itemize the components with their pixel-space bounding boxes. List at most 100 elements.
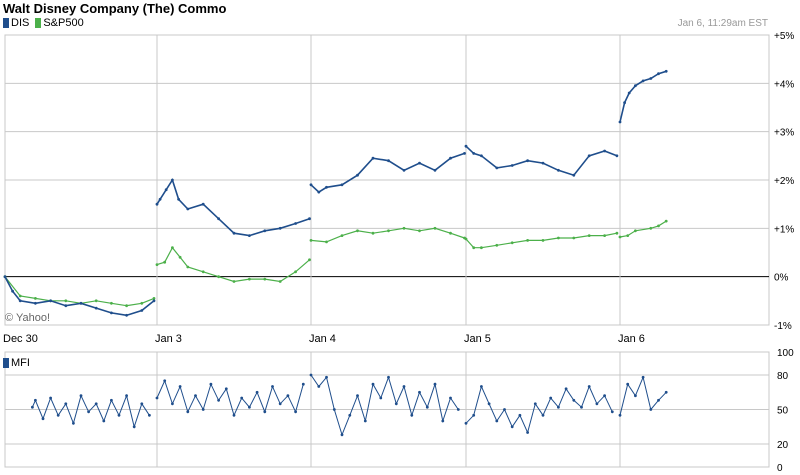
mfi-line-point xyxy=(348,413,352,417)
sp500-line-point xyxy=(18,294,22,298)
mfi-line-point xyxy=(480,385,483,388)
sp500-line-point xyxy=(64,299,68,303)
sp500-line-point xyxy=(371,231,375,235)
mfi-line-point xyxy=(317,385,321,388)
dis-line-point xyxy=(387,159,390,163)
sp500-line-point xyxy=(526,239,529,242)
mfi-line-point xyxy=(626,382,630,386)
mfi-line-point xyxy=(533,402,537,406)
mfi-line-point xyxy=(117,413,121,417)
mfi-line-point xyxy=(178,385,182,388)
dis-line-point xyxy=(79,301,83,305)
mfi-line-point xyxy=(263,410,267,414)
dis-line-point xyxy=(3,275,7,279)
dis-line-point xyxy=(615,154,619,158)
mfi-line-point xyxy=(449,396,452,400)
mfi-line-point xyxy=(278,402,282,406)
mfi-y-tick-label: 0 xyxy=(777,463,783,474)
dis-line-point xyxy=(177,197,181,201)
dis-line-point xyxy=(657,72,660,76)
mfi-line-point xyxy=(595,402,599,406)
y-tick-label: +5% xyxy=(774,31,794,42)
mfi-legend-swatch xyxy=(3,358,9,368)
mfi-line-point xyxy=(541,413,545,417)
sp500-line-point xyxy=(94,299,98,303)
dis-line-point xyxy=(463,152,466,155)
sp500-line-point xyxy=(110,301,113,305)
mfi-line-point xyxy=(94,402,98,406)
mfi-line-point xyxy=(379,396,383,400)
dis-line-point xyxy=(201,202,205,206)
dis-line-point xyxy=(472,152,476,155)
dis-line xyxy=(465,145,618,177)
mfi-line-point xyxy=(402,385,406,388)
sp500-line-point xyxy=(664,219,668,223)
mfi-line-point xyxy=(286,394,290,398)
sp500-line-point xyxy=(356,229,359,233)
dis-line-point xyxy=(248,234,251,238)
legend-item-dis: DIS xyxy=(3,17,29,29)
dis-line-point xyxy=(18,299,22,303)
mfi-line-point xyxy=(49,396,52,400)
sp500-line-point xyxy=(248,277,251,281)
mfi-line-point xyxy=(603,394,606,398)
dis-line-point xyxy=(641,79,645,83)
sp500-line-point xyxy=(626,234,630,238)
mfi-line-point xyxy=(526,431,529,434)
sp500-line-point xyxy=(618,235,622,239)
mfi-line-point xyxy=(487,402,491,406)
dis-line-point xyxy=(480,154,483,158)
x-tick-label: Jan 4 xyxy=(309,333,336,345)
mfi-line-point xyxy=(325,375,328,379)
mfi-line-point xyxy=(557,405,560,409)
dis-line-point xyxy=(356,173,359,177)
mfi-y-tick-label: 80 xyxy=(777,371,789,382)
mfi-line-point xyxy=(657,398,660,402)
mfi-legend-label: MFI xyxy=(11,357,30,369)
mfi-line-point xyxy=(271,385,274,388)
mfi-line-point xyxy=(363,419,367,423)
sp500-line-point xyxy=(587,234,591,238)
mfi-line-point xyxy=(664,390,668,394)
dis-line-point xyxy=(186,207,190,211)
mfi-line-point xyxy=(418,390,421,394)
dis-line-point xyxy=(278,226,282,230)
x-tick-label: Jan 5 xyxy=(464,333,491,345)
sp500-line-point xyxy=(480,246,483,250)
mfi-line xyxy=(156,379,304,417)
mfi-line-point xyxy=(148,413,151,417)
mfi-line-point xyxy=(217,398,221,402)
mfi-line-point xyxy=(31,405,34,409)
sp500-line-point xyxy=(178,255,182,259)
sp500-line-point xyxy=(325,240,328,244)
sp500-line-point xyxy=(615,231,619,235)
dis-line-point xyxy=(263,229,267,233)
sp500-line-point xyxy=(634,229,637,233)
dis-line-point xyxy=(371,156,375,160)
mfi-line-point xyxy=(110,398,113,402)
dis-line-point xyxy=(649,77,653,80)
dis-line-point xyxy=(232,231,236,235)
dis-line-point xyxy=(155,202,159,206)
sp500-line-point xyxy=(125,304,128,308)
mfi-line-point xyxy=(441,419,445,423)
sp500-line-point xyxy=(433,226,437,230)
mfi-line-point xyxy=(194,394,197,398)
sp500-line-point xyxy=(140,301,144,305)
mfi-line-point xyxy=(232,413,236,417)
mfi-line-point xyxy=(224,387,228,391)
y-tick-label: 0% xyxy=(774,273,789,284)
dis-line-point xyxy=(11,289,15,293)
mfi-line-point xyxy=(464,421,468,425)
dis-line-point xyxy=(217,217,221,221)
dis-line xyxy=(310,152,465,194)
sp500-line-point xyxy=(472,246,476,250)
sp500-line xyxy=(465,232,618,249)
mfi-line xyxy=(465,385,613,434)
mfi-line-point xyxy=(503,408,506,411)
mfi-line-point xyxy=(587,385,591,388)
legend-label-sp500: S&P500 xyxy=(43,17,84,29)
mfi-line-point xyxy=(186,410,190,414)
sp500-line-point xyxy=(232,280,236,283)
